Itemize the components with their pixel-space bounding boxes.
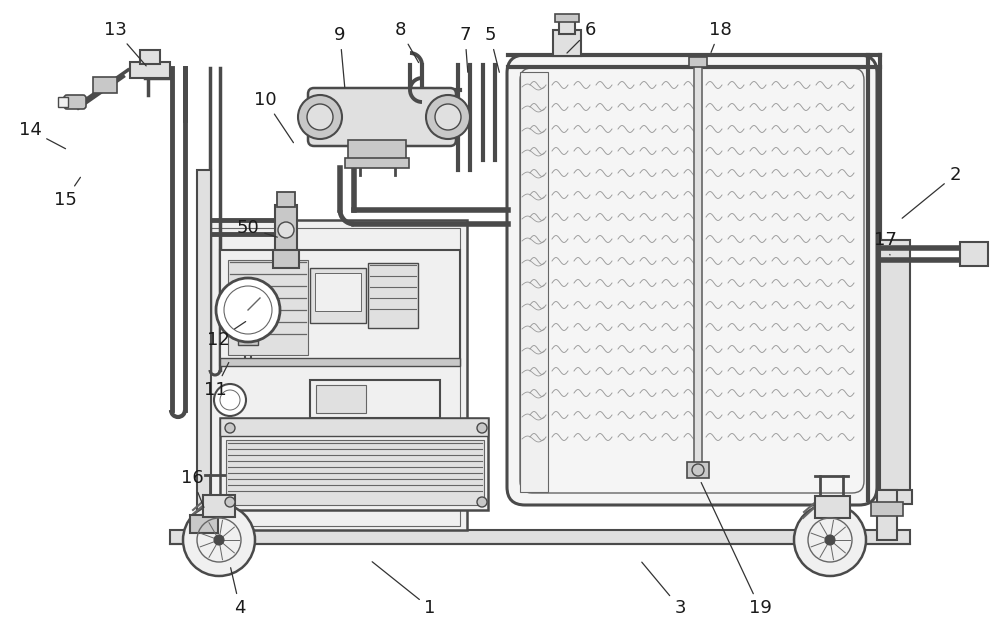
Bar	[316, 385, 366, 413]
Circle shape	[477, 423, 487, 433]
Bar	[878, 490, 912, 504]
Circle shape	[278, 222, 294, 238]
Text: 15: 15	[54, 177, 80, 209]
Text: 6: 6	[567, 21, 596, 53]
Text: 5: 5	[484, 26, 499, 72]
Bar	[220, 358, 460, 366]
Circle shape	[825, 535, 835, 545]
Text: 8: 8	[394, 21, 419, 62]
Text: 16: 16	[181, 469, 204, 507]
Circle shape	[477, 497, 487, 507]
Bar	[871, 502, 903, 516]
Bar	[275, 205, 297, 255]
Bar	[220, 418, 488, 436]
Bar	[559, 20, 575, 34]
Bar	[273, 250, 299, 268]
Bar	[220, 418, 488, 510]
Bar	[277, 192, 295, 207]
Text: 50: 50	[237, 219, 277, 237]
Bar	[687, 462, 709, 478]
Text: 2: 2	[902, 166, 961, 218]
Bar	[960, 242, 988, 266]
Bar	[880, 240, 910, 500]
Text: 17: 17	[874, 231, 896, 255]
FancyBboxPatch shape	[507, 55, 877, 505]
Text: 1: 1	[372, 562, 436, 617]
Bar	[368, 263, 418, 328]
Text: 10: 10	[254, 91, 293, 142]
FancyBboxPatch shape	[308, 88, 456, 146]
Bar	[197, 220, 467, 530]
Bar	[348, 140, 406, 162]
Circle shape	[435, 104, 461, 130]
Text: 19: 19	[701, 483, 771, 617]
Text: 11: 11	[204, 362, 229, 399]
Text: 4: 4	[231, 568, 246, 617]
Circle shape	[426, 95, 470, 139]
Text: 14: 14	[19, 121, 66, 149]
Bar	[228, 260, 308, 355]
Circle shape	[298, 95, 342, 139]
Bar	[815, 496, 850, 518]
Bar	[190, 515, 218, 533]
Bar	[689, 57, 707, 67]
Bar	[58, 97, 68, 107]
Circle shape	[692, 464, 704, 476]
Bar	[197, 170, 211, 530]
FancyBboxPatch shape	[64, 95, 86, 109]
Bar	[220, 250, 460, 365]
Circle shape	[214, 384, 246, 416]
Text: 7: 7	[459, 26, 471, 72]
Bar	[130, 62, 170, 78]
Bar	[310, 380, 440, 418]
Bar	[140, 50, 160, 64]
Circle shape	[183, 504, 255, 576]
Bar	[555, 14, 579, 22]
Text: 12: 12	[207, 321, 246, 349]
Circle shape	[225, 497, 235, 507]
Bar	[310, 268, 366, 323]
Text: 18: 18	[709, 21, 731, 52]
Bar	[170, 530, 910, 544]
Bar	[93, 77, 117, 93]
Bar	[203, 495, 235, 517]
Bar	[877, 490, 897, 540]
Text: 13: 13	[104, 21, 146, 66]
Circle shape	[216, 278, 280, 342]
Bar	[226, 440, 484, 505]
Circle shape	[225, 423, 235, 433]
Bar	[345, 158, 409, 168]
Text: 9: 9	[334, 26, 346, 87]
Bar	[553, 30, 581, 56]
Bar	[520, 72, 548, 492]
Circle shape	[214, 535, 224, 545]
Bar	[205, 228, 460, 526]
Circle shape	[307, 104, 333, 130]
Circle shape	[794, 504, 866, 576]
Bar	[694, 62, 702, 477]
Text: 3: 3	[642, 562, 686, 617]
Bar	[315, 273, 361, 311]
Bar	[238, 337, 258, 345]
